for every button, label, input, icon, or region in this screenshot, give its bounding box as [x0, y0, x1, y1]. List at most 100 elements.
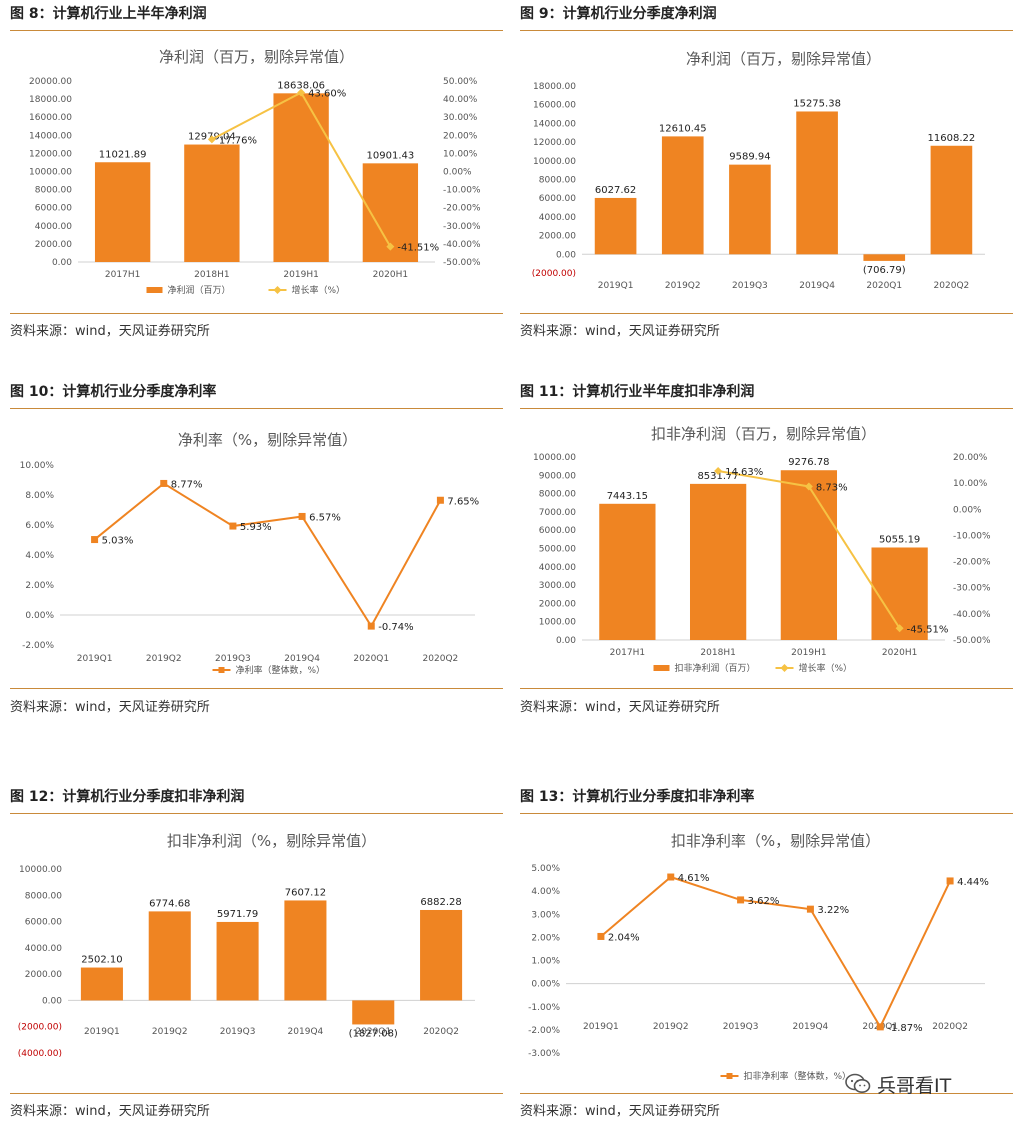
legend-item: 净利率（整体数，%） — [236, 664, 326, 676]
line-data-label: 5.03% — [102, 536, 134, 547]
x-tick-label: 2018H1 — [194, 270, 229, 280]
y2-tick-label: 20.00% — [953, 453, 988, 463]
legend-line-marker — [273, 286, 282, 294]
legend-line-marker — [218, 667, 225, 673]
legend-item: 扣非净利润（百万） — [675, 662, 756, 674]
line-point — [297, 88, 306, 97]
line-point — [667, 873, 675, 881]
bar-data-label: 9589.94 — [729, 152, 770, 163]
legend-item: 扣非净利率（整体数，%） — [744, 1070, 852, 1082]
bar-data-label: 7607.12 — [285, 887, 326, 898]
line-data-label: 2.04% — [608, 932, 640, 943]
bar-data-label: (1827.08) — [349, 1028, 398, 1039]
y2-tick-label: -50.00% — [953, 636, 991, 646]
y-tick-label: (4000.00) — [18, 1049, 62, 1059]
y-tick-label: 10000.00 — [533, 453, 576, 463]
line-data-label: -0.74% — [378, 622, 413, 633]
line-point — [597, 932, 605, 940]
y2-tick-label: 0.00% — [953, 505, 982, 515]
bar — [420, 909, 463, 1001]
x-tick-label: 2019Q2 — [665, 281, 701, 291]
y-tick-label: 8000.00 — [35, 186, 72, 196]
x-tick-label: 2019Q1 — [583, 1022, 619, 1032]
figure-title: 图 9：计算机行业分季度净利润 — [520, 6, 717, 22]
bar-data-label: 5055.19 — [879, 534, 920, 545]
y-tick-label: 3000.00 — [539, 581, 576, 591]
bar-data-label: 2502.10 — [81, 955, 122, 966]
bar-data-label: 11608.22 — [928, 133, 976, 144]
y-tick-label: 18000.00 — [29, 95, 72, 105]
bar — [216, 921, 259, 1001]
y-tick-label: 2000.00 — [539, 599, 576, 609]
bar — [352, 1000, 395, 1025]
figure-title: 图 12：计算机行业分季度扣非净利润 — [10, 789, 245, 805]
y-tick-label: 14000.00 — [29, 131, 72, 141]
bar — [661, 136, 704, 255]
y-tick-label: -3.00% — [528, 1049, 560, 1059]
line-point — [386, 242, 395, 251]
x-tick-label: 2019Q1 — [77, 654, 113, 664]
figure-9-panel: 图 9：计算机行业分季度净利润 净利润（百万，剔除异常值） (2000.00) 0.… — [520, 0, 1013, 345]
y-tick-label: 5000.00 — [539, 545, 576, 555]
bar — [689, 483, 747, 640]
x-tick-label: 2019Q3 — [215, 654, 251, 664]
chart-13: 扣非净利率（%，剔除异常值） -3.00% -2.00% -1.00% 0.00% 1.0… — [528, 832, 989, 1082]
line-data-label: 5.93% — [240, 522, 272, 533]
bar-data-label: 9276.78 — [788, 457, 829, 468]
line-point — [367, 622, 375, 630]
y-tick-label: 6.00% — [25, 521, 54, 531]
x-tick-label: 2020Q2 — [932, 1022, 968, 1032]
y2-tick-label: -20.00% — [443, 204, 481, 214]
series-line — [93, 482, 442, 629]
x-tick-label: 2020Q1 — [353, 654, 389, 664]
x-tick-label: 2019Q2 — [152, 1027, 188, 1037]
y-tick-label: 2000.00 — [35, 240, 72, 250]
x-tick-label: 2020Q2 — [934, 281, 970, 291]
x-tick-label: 2020Q1 — [866, 281, 902, 291]
y-tick-label: 12000.00 — [533, 138, 576, 148]
top-rule — [520, 408, 1013, 409]
figure-title: 图 13：计算机行业分季度扣非净利率 — [520, 789, 755, 805]
y-tick-label: 4000.00 — [35, 222, 72, 232]
y-tick-label: -2.00% — [22, 641, 54, 651]
y2-tick-label: -40.00% — [443, 240, 481, 250]
y2-tick-label: 40.00% — [443, 95, 478, 105]
y-tick-label: 0.00 — [42, 996, 62, 1006]
y-tick-label: 12000.00 — [29, 149, 72, 159]
bar — [80, 967, 123, 1001]
y-tick-label: 1000.00 — [539, 618, 576, 628]
y2-tick-label: -30.00% — [953, 584, 991, 594]
bottom-rule — [10, 1093, 503, 1094]
y2-tick-label: 0.00% — [443, 168, 472, 178]
bottom-rule — [520, 313, 1013, 314]
x-tick-label: 2020Q2 — [423, 1027, 459, 1037]
y-tick-label: 0.00% — [531, 980, 560, 990]
y-tick-label: 14000.00 — [533, 119, 576, 129]
bottom-rule — [520, 688, 1013, 689]
y-tick-label: 5.00% — [531, 864, 560, 874]
bar-data-label: 6027.62 — [595, 185, 636, 196]
watermark: 兵哥看IT — [845, 1068, 1015, 1100]
bar-data-label: 12610.45 — [659, 123, 707, 134]
y2-tick-label: 50.00% — [443, 77, 478, 87]
y-tick-label: 4000.00 — [539, 213, 576, 223]
source-note: 资料来源：wind，天风证券研究所 — [10, 1104, 210, 1119]
x-tick-label: 2019Q2 — [146, 654, 182, 664]
line-data-label: 4.61% — [678, 873, 710, 884]
y-tick-label: 0.00 — [52, 258, 72, 268]
chart-12: 扣非净利润（%，剔除异常值） (4000.00) (2000.00) 0.00 2000… — [18, 832, 475, 1059]
bar — [273, 93, 329, 262]
line-point — [804, 482, 813, 491]
y-tick-label: 16000.00 — [29, 113, 72, 123]
x-tick-label: 2019Q3 — [732, 281, 768, 291]
chart-10: 净利率（%，剔除异常值） -2.00% 0.00% 2.00% 4.00% 6.00% 8.… — [20, 431, 480, 676]
line-data-label: -41.51% — [397, 243, 439, 254]
y-tick-label: 6000.00 — [539, 526, 576, 536]
line-point — [207, 135, 216, 144]
line-data-label: 43.60% — [308, 89, 346, 100]
line-point — [876, 1023, 884, 1031]
y-tick-label: 10.00% — [20, 461, 55, 471]
bar — [729, 164, 771, 255]
y-tick-label: 16000.00 — [533, 101, 576, 111]
x-tick-label: 2020Q2 — [423, 654, 459, 664]
